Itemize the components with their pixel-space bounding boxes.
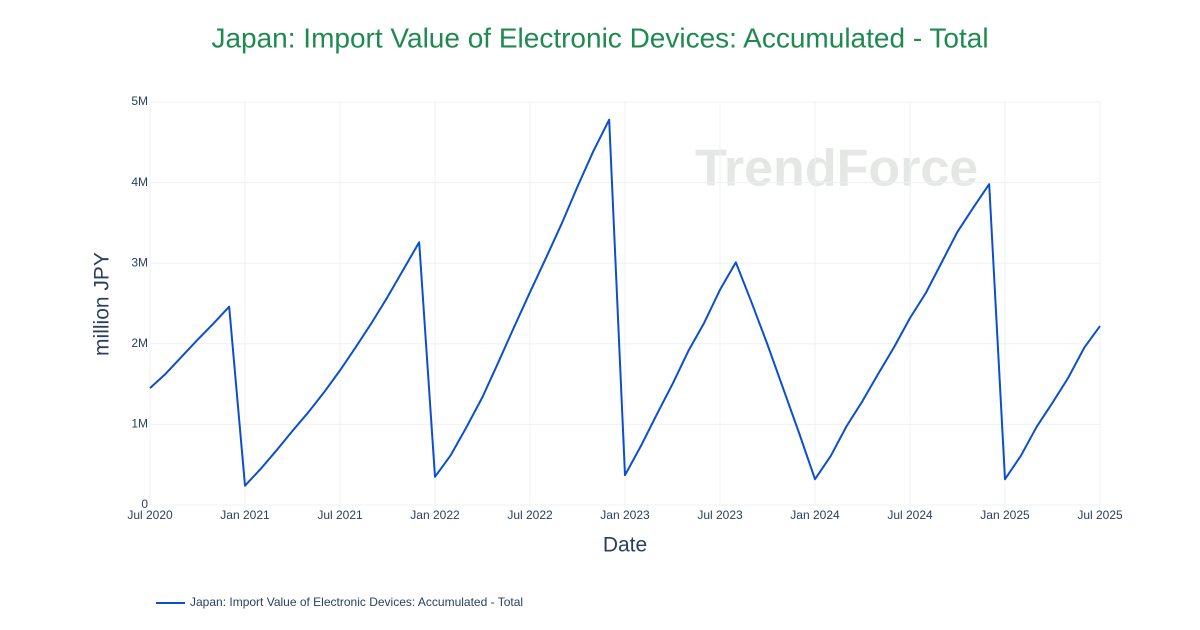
y-tick-label: 1M bbox=[131, 417, 148, 431]
x-tick-label: Jul 2020 bbox=[127, 508, 173, 522]
x-tick-label: Jan 2025 bbox=[980, 508, 1030, 522]
x-tick-label: Jul 2024 bbox=[887, 508, 933, 522]
x-tick-label: Jul 2021 bbox=[317, 508, 363, 522]
x-axis-title: Date bbox=[603, 534, 647, 557]
y-tick-label: 5M bbox=[131, 94, 148, 108]
chart-title: Japan: Import Value of Electronic Device… bbox=[211, 22, 988, 53]
y-tick-label: 2M bbox=[131, 336, 148, 350]
x-tick-label: Jul 2022 bbox=[507, 508, 553, 522]
y-tick-label: 3M bbox=[131, 255, 148, 269]
watermark: TrendForce bbox=[695, 140, 978, 198]
legend-label: Japan: Import Value of Electronic Device… bbox=[190, 595, 523, 609]
x-tick-label: Jan 2021 bbox=[220, 508, 270, 522]
x-tick-label: Jul 2025 bbox=[1077, 508, 1123, 522]
y-tick-label: 0 bbox=[141, 497, 148, 511]
x-tick-label: Jan 2024 bbox=[790, 508, 840, 522]
y-tick-label: 4M bbox=[131, 175, 148, 189]
x-tick-label: Jan 2022 bbox=[410, 508, 460, 522]
x-tick-label: Jul 2023 bbox=[697, 508, 743, 522]
x-tick-label: Jan 2023 bbox=[600, 508, 650, 522]
data-line bbox=[149, 118, 1101, 487]
y-axis-title: million JPY bbox=[91, 252, 114, 356]
